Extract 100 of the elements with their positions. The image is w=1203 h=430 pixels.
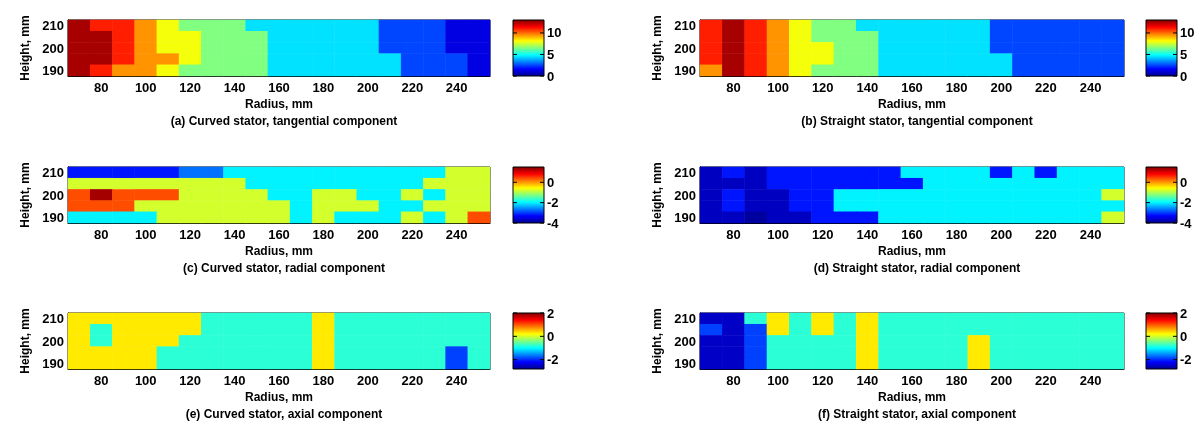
color-bar-label: 5 [1180,46,1188,62]
y-axis-title: Height, mm [18,162,33,228]
color-bar-label: -2 [1180,195,1192,211]
x-tick-label: 160 [268,80,290,95]
x-axis-title: Radius, mm [877,97,947,111]
y-tick-label: 190 [674,62,696,78]
color-bar-label: -2 [547,195,559,211]
y-tick-label: 190 [42,62,64,78]
x-tick-label: 160 [901,373,923,388]
x-tick-label: 140 [223,227,246,242]
x-tick-label: 100 [134,373,157,388]
x-tick-label: 200 [356,227,379,242]
color-bar-label: 2 [547,305,555,321]
color-bar-label: 0 [547,68,555,84]
x-tick-label: 120 [179,373,202,388]
x-tick-label: 100 [767,373,789,388]
x-tick-label: 80 [726,227,741,242]
x-tick-label: 160 [901,227,923,242]
color-bar-label: 0 [1180,328,1188,344]
y-axis-title: Height, mm [18,308,33,374]
x-tick-label: 100 [767,227,789,242]
text: (c) Curved stator, radial component [182,261,386,275]
x-tick-label: 180 [945,80,968,95]
x-tick-label: 80 [726,373,741,388]
color-bar-label: 10 [547,25,562,41]
x-tick-label: 180 [312,373,335,388]
x-tick-label: 120 [179,80,202,95]
y-tick-label: 200 [674,333,696,349]
y-tick-label: 210 [674,18,696,34]
x-tick-label: 100 [134,227,157,242]
x-tick-label: 180 [945,227,968,242]
x-tick-label: 160 [901,80,923,95]
x-tick-label: 140 [856,80,879,95]
x-tick-label: 180 [312,227,335,242]
color-bar-label: -4 [1180,215,1193,231]
y-tick-label: 210 [674,311,696,327]
x-tick-label: 180 [312,80,335,95]
color-bar-label: 0 [547,328,555,344]
y-axis-title: Height, mm [18,15,33,81]
y-tick-label: 200 [42,187,64,203]
x-tick-label: 240 [1079,80,1102,95]
x-tick-label: 80 [94,227,109,242]
text: (b) Straight stator, tangential component [801,114,1033,128]
x-tick-label: 120 [811,227,834,242]
x-tick-label: 80 [726,80,741,95]
y-tick-label: 190 [674,355,696,371]
x-tick-label: 220 [401,373,424,388]
y-tick-label: 190 [42,209,64,225]
x-tick-label: 240 [1079,373,1102,388]
y-tick-label: 190 [42,355,64,371]
color-bar-label: -2 [547,352,559,368]
x-tick-label: 200 [990,373,1013,388]
x-tick-label: 80 [94,80,109,95]
x-tick-label: 140 [856,227,879,242]
x-tick-label: 100 [134,80,157,95]
y-tick-label: 200 [42,333,64,349]
x-tick-label: 160 [268,227,290,242]
y-tick-label: 210 [42,18,64,34]
y-tick-label: 190 [674,209,696,225]
x-tick-label: 220 [1035,80,1057,95]
x-tick-label: 240 [445,227,468,242]
color-bar-label: 0 [1180,174,1188,190]
x-tick-label: 200 [990,227,1013,242]
x-tick-label: 200 [356,373,379,388]
y-tick-label: 200 [674,40,696,56]
color-bar-label: -4 [547,215,560,231]
x-tick-label: 140 [223,373,246,388]
x-tick-label: 240 [445,373,468,388]
x-tick-label: 160 [268,373,290,388]
x-tick-label: 100 [767,80,789,95]
y-axis-title: Height, mm [650,15,665,81]
color-bar-label: 0 [1180,68,1188,84]
x-tick-label: 120 [811,80,834,95]
x-tick-label: 120 [811,373,834,388]
color-bar-label: 10 [1180,25,1195,41]
color-bar-label: 0 [547,174,555,190]
x-axis-title: Radius, mm [244,244,314,258]
x-axis-title: Radius, mm [877,390,947,404]
x-tick-label: 80 [94,373,109,388]
x-axis-title: Radius, mm [244,97,314,111]
x-tick-label: 140 [856,373,879,388]
x-tick-label: 220 [1035,227,1057,242]
y-tick-label: 200 [42,40,64,56]
y-axis-title: Height, mm [650,162,665,228]
x-tick-label: 220 [1035,373,1057,388]
text: (e) Curved stator, axial component [185,407,383,421]
text: (a) Curved stator, tangential component [170,114,398,128]
y-axis-title: Height, mm [650,308,665,374]
color-bar-label: 5 [547,46,555,62]
color-bar-label: 2 [1180,305,1188,321]
y-tick-label: 210 [42,311,64,327]
x-tick-label: 200 [356,80,379,95]
text: (f) Straight stator, axial component [817,407,1017,421]
x-axis-title: Radius, mm [877,244,947,258]
x-tick-label: 140 [223,80,246,95]
x-tick-label: 220 [401,80,424,95]
y-tick-label: 200 [674,187,696,203]
x-tick-label: 120 [179,227,202,242]
x-tick-label: 200 [990,80,1013,95]
x-axis-title: Radius, mm [244,390,314,404]
